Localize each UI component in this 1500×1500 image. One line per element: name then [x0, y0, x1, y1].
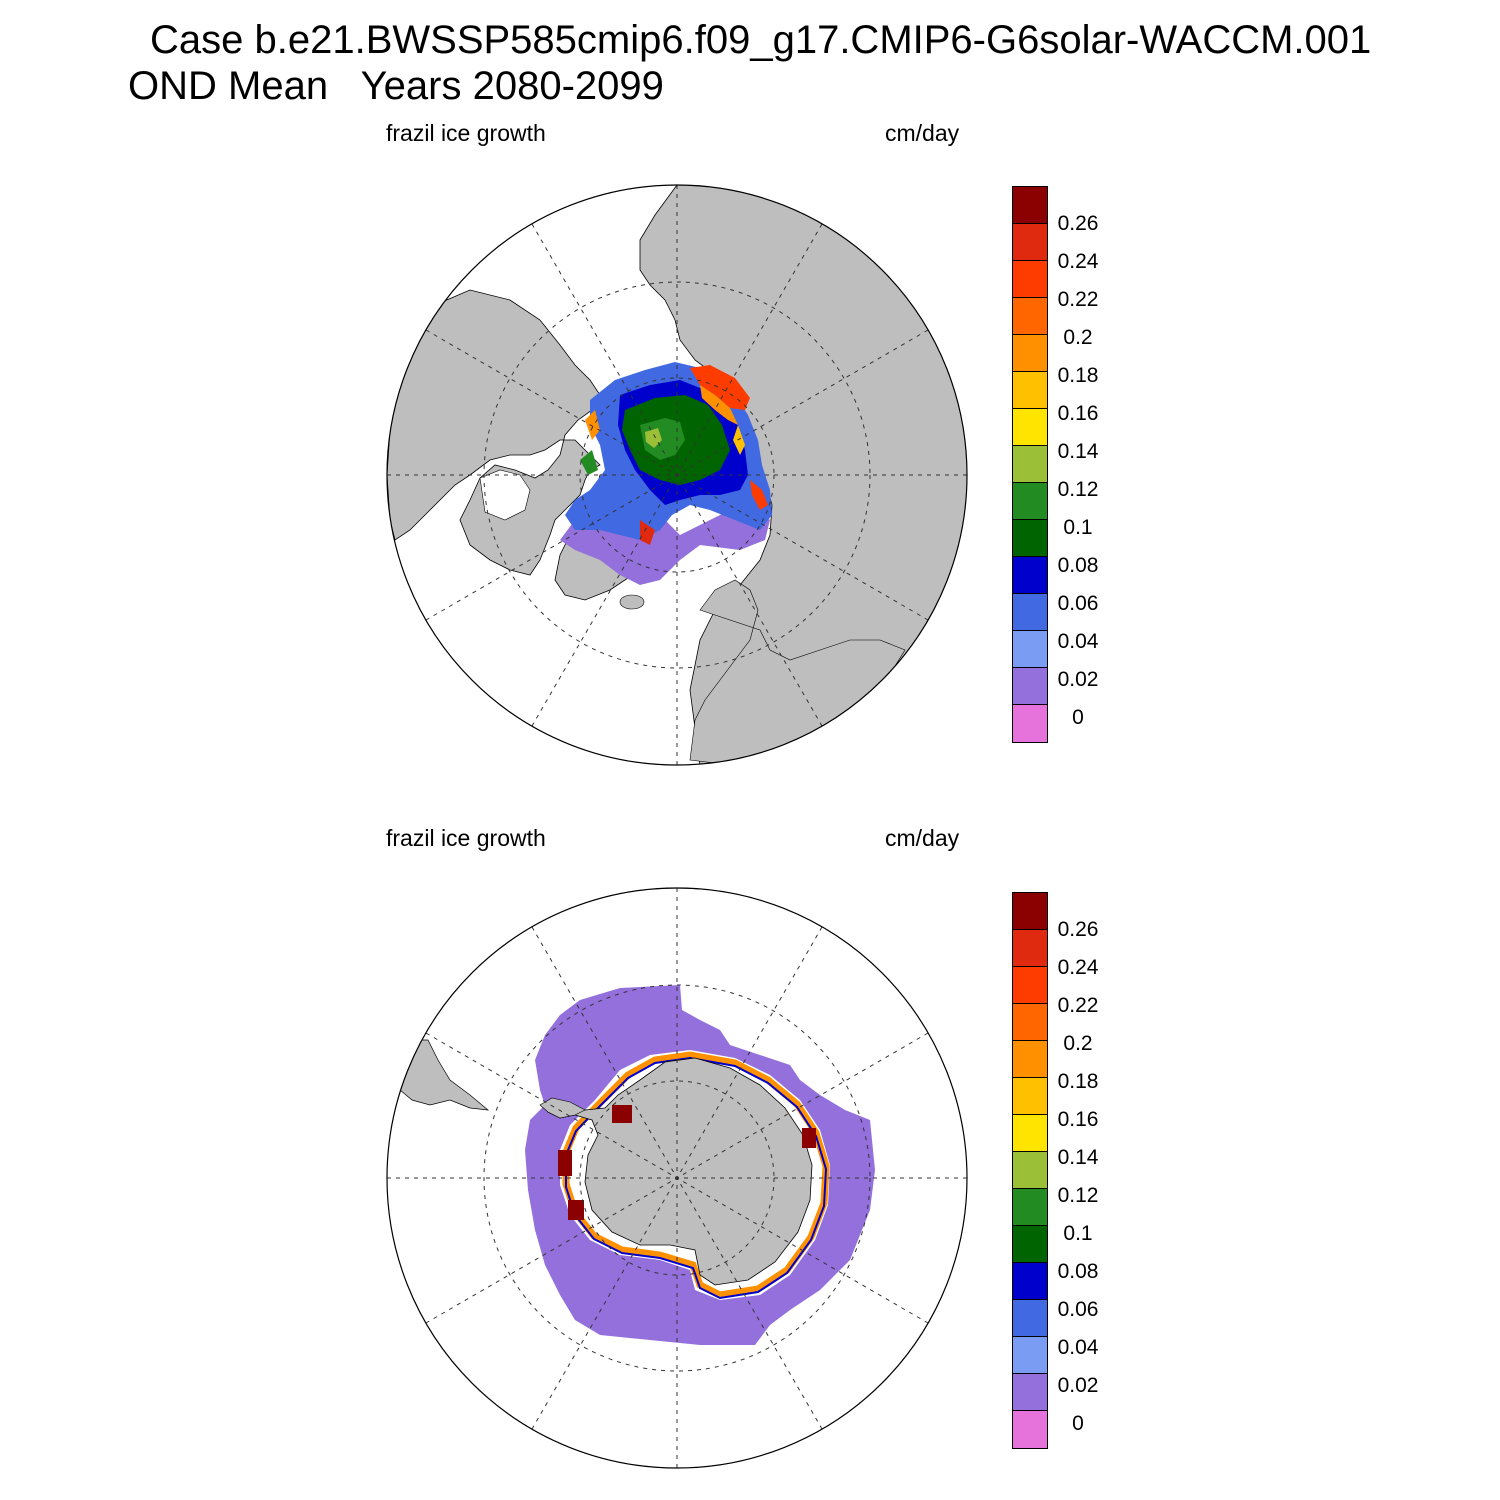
colorbar-1-swatch [1013, 631, 1047, 668]
colorbar-1 [1012, 186, 1048, 743]
arctic-map [386, 184, 968, 766]
colorbar-1-swatch [1013, 224, 1047, 261]
panel2-right-label: cm/day [885, 825, 960, 851]
colorbar-1-swatch [1013, 187, 1047, 224]
colorbar-1-label: 0.04 [1057, 630, 1099, 653]
colorbar-2-swatch [1013, 1004, 1047, 1041]
panel1-right-label: cm/day [885, 120, 960, 146]
colorbar-1-swatch [1013, 668, 1047, 705]
colorbar-1-swatch [1013, 409, 1047, 446]
colorbar-2-swatch [1013, 1189, 1047, 1226]
colorbar-2-label: 0.12 [1057, 1184, 1099, 1207]
colorbar-2-label: 0.26 [1057, 918, 1099, 941]
colorbar-1-label: 0.02 [1057, 668, 1099, 691]
colorbar-2-swatch [1013, 1263, 1047, 1300]
colorbar-2-swatch [1013, 1226, 1047, 1263]
colorbar-2-label: 0.04 [1057, 1336, 1099, 1359]
colorbar-2-swatch [1013, 1374, 1047, 1411]
antarctic-peninsula [539, 1097, 586, 1119]
arctic-edge-orange [700, 385, 738, 425]
colorbar-1-label: 0.2 [1063, 326, 1093, 349]
europe-land [689, 579, 906, 765]
colorbar-2-label: 0.02 [1057, 1374, 1099, 1397]
colorbar-1-swatch [1013, 261, 1047, 298]
colorbar-1-label: 0.16 [1057, 402, 1099, 425]
colorbar-2-label: 0.16 [1057, 1108, 1099, 1131]
south-america-land [399, 1039, 490, 1111]
colorbar-2-label: 0.22 [1057, 994, 1099, 1017]
colorbar-1-swatch [1013, 335, 1047, 372]
figure-title-line1: Case b.e21.BWSSP585cmip6.f09_g17.CMIP6-G… [150, 18, 1372, 62]
colorbar-1-swatch [1013, 557, 1047, 594]
colorbar-1-label: 0.18 [1057, 364, 1099, 387]
colorbar-1-label: 0.08 [1057, 554, 1099, 577]
antarctic-hotspot [612, 1105, 632, 1123]
antarctic-hotspot [568, 1200, 584, 1220]
panel1-left-label: frazil ice growth [386, 120, 546, 146]
colorbar-1-label: 0.22 [1057, 288, 1099, 311]
colorbar-1-label: 0.12 [1057, 478, 1099, 501]
colorbar-1-label: 0 [1072, 706, 1084, 729]
colorbar-2-label: 0.24 [1057, 956, 1099, 979]
colorbar-2-swatch [1013, 1411, 1047, 1448]
figure-title-line2: OND Mean Years 2080-2099 [128, 64, 664, 108]
colorbar-2-swatch [1013, 1115, 1047, 1152]
colorbar-2-swatch [1013, 1337, 1047, 1374]
colorbar-2-label: 0.08 [1057, 1260, 1099, 1283]
colorbar-2-label: 0.1 [1063, 1222, 1093, 1245]
colorbar-1-swatch [1013, 594, 1047, 631]
colorbar-2-label: 0.14 [1057, 1146, 1099, 1169]
colorbar-2-swatch [1013, 1152, 1047, 1189]
colorbar-2-swatch [1013, 930, 1047, 967]
colorbar-2-swatch [1013, 1300, 1047, 1337]
colorbar-1-swatch [1013, 520, 1047, 557]
colorbar-1-swatch [1013, 298, 1047, 335]
arctic-edge-yellow [733, 425, 745, 455]
colorbar-2-swatch [1013, 1041, 1047, 1078]
iceland-land [619, 594, 645, 610]
antarctic-hotspot [802, 1128, 816, 1148]
colorbar-2-swatch [1013, 1078, 1047, 1115]
colorbar-2-label: 0 [1072, 1412, 1084, 1435]
colorbar-1-label: 0.06 [1057, 592, 1099, 615]
colorbar-2-label: 0.06 [1057, 1298, 1099, 1321]
colorbar-1-swatch [1013, 483, 1047, 520]
arctic-edge-red [690, 365, 750, 410]
colorbar-1-label: 0.14 [1057, 440, 1099, 463]
colorbar-1-swatch [1013, 446, 1047, 483]
arctic-ice-olive [645, 428, 662, 448]
colorbar-1-label: 0.1 [1063, 516, 1093, 539]
colorbar-1-swatch [1013, 705, 1047, 742]
colorbar-1-label: 0.26 [1057, 212, 1099, 235]
arctic-ice-green [640, 418, 685, 460]
north-america-land [387, 289, 601, 576]
panel2-left-label: frazil ice growth [386, 825, 546, 851]
colorbar-2-swatch [1013, 893, 1047, 930]
colorbar-2-swatch [1013, 967, 1047, 1004]
antarctic-hotspot [558, 1150, 572, 1176]
colorbar-1-swatch [1013, 372, 1047, 409]
colorbar-2-label: 0.2 [1063, 1032, 1093, 1055]
colorbar-2-label: 0.18 [1057, 1070, 1099, 1093]
colorbar-1-label: 0.24 [1057, 250, 1099, 273]
colorbar-2 [1012, 892, 1048, 1449]
